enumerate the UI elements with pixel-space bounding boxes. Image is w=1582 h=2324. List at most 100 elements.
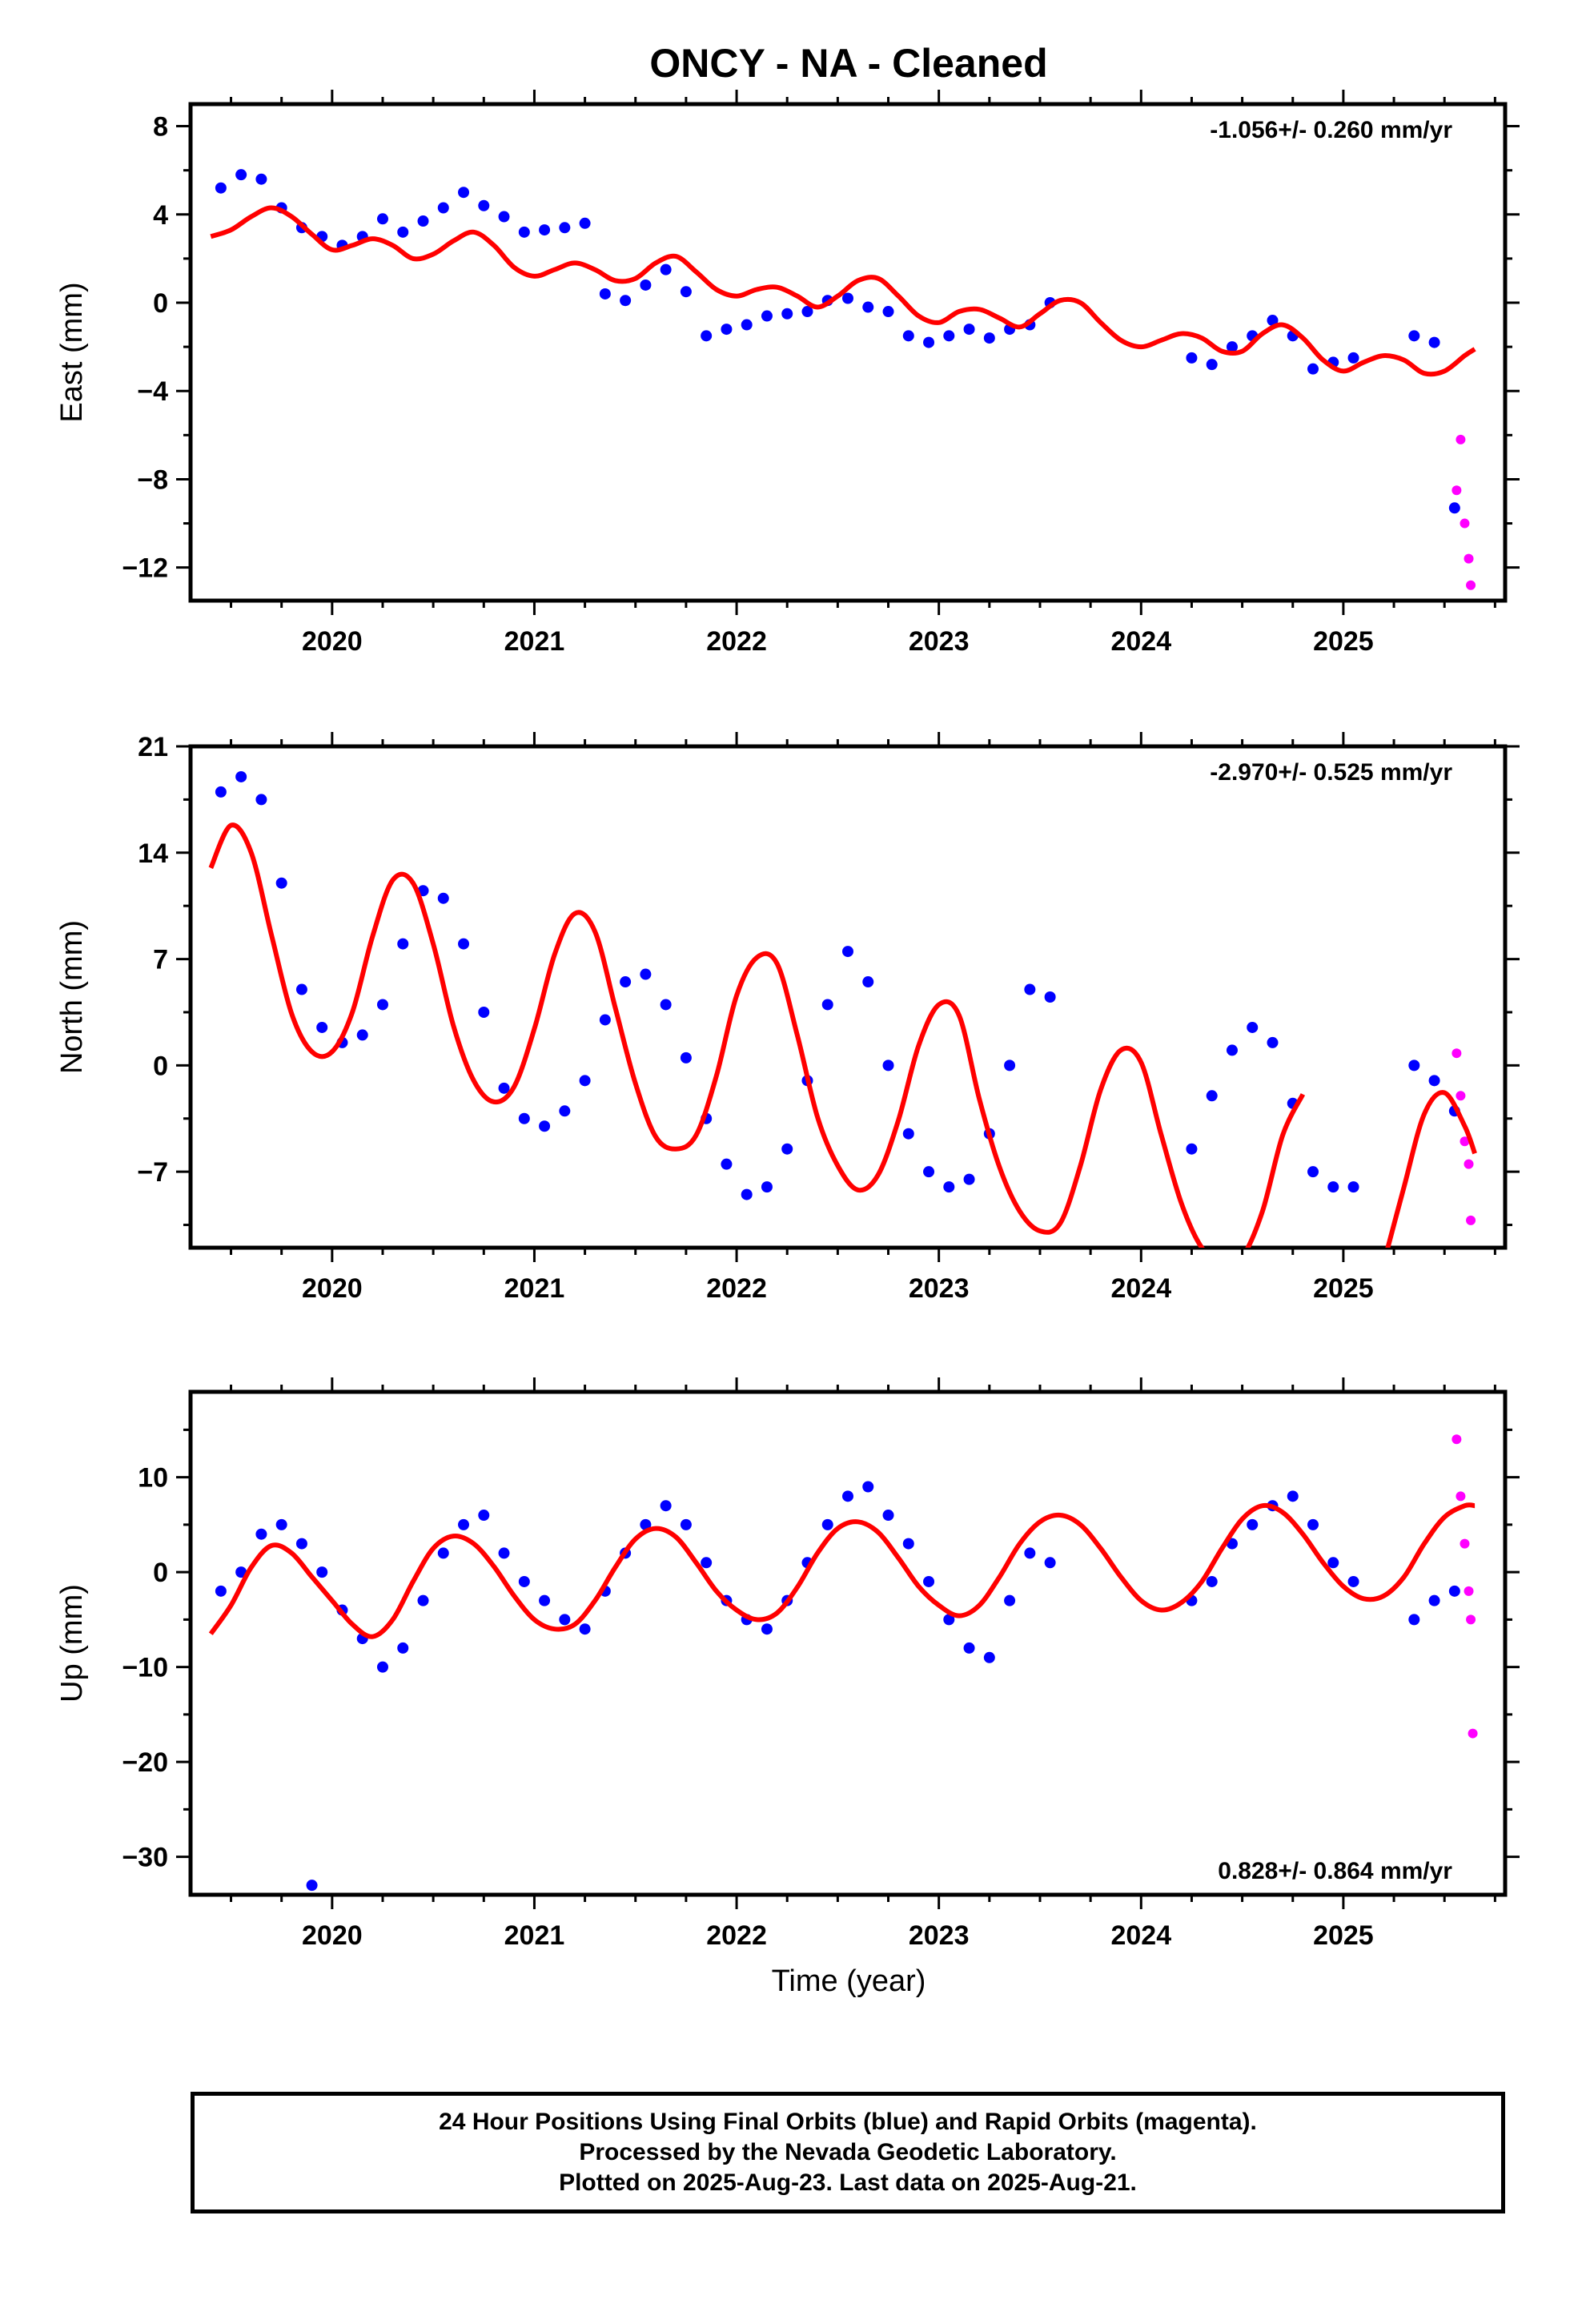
final-orbit-point: [1024, 983, 1036, 995]
x-tick-label: 2022: [706, 626, 767, 657]
rapid-orbit-point: [1464, 1159, 1474, 1169]
final-orbit-point: [478, 1510, 490, 1522]
x-tick-label: 2023: [909, 626, 970, 657]
final-orbit-point: [821, 1518, 833, 1530]
final-orbit-point: [539, 1120, 551, 1132]
rapid-orbit-point: [1456, 1491, 1466, 1502]
final-orbit-point: [1267, 315, 1279, 327]
x-tick-label: 2023: [909, 1920, 970, 1951]
rapid-orbit-point: [1456, 434, 1466, 444]
final-orbit-point: [458, 1518, 470, 1530]
final-orbit-point: [620, 295, 632, 307]
final-orbit-point: [1347, 1575, 1359, 1587]
final-orbit-point: [275, 1518, 287, 1530]
final-orbit-point: [943, 330, 955, 342]
final-orbit-point: [660, 263, 672, 275]
y-tick-label: −12: [122, 553, 168, 584]
y-tick-label: 7: [153, 945, 168, 975]
x-tick-label: 2023: [909, 1273, 970, 1304]
final-orbit-point: [741, 1188, 753, 1200]
y-tick-label: 21: [138, 732, 168, 762]
data-layer: [208, 770, 1477, 1248]
final-orbit-point: [902, 330, 914, 342]
final-orbit-point: [701, 330, 713, 342]
rate-label: -1.056+/- 0.260 mm/yr: [1210, 117, 1452, 143]
final-orbit-point: [295, 983, 307, 995]
final-orbit-point: [437, 202, 449, 214]
x-tick-label: 2020: [302, 626, 363, 657]
x-tick-label: 2022: [706, 1920, 767, 1951]
final-orbit-point: [255, 794, 267, 806]
final-orbit-point: [1307, 1166, 1319, 1178]
final-orbit-point: [842, 1490, 853, 1502]
final-orbit-point: [1044, 1557, 1056, 1569]
final-orbit-point: [1206, 1090, 1218, 1102]
final-orbit-point: [1307, 1518, 1319, 1530]
final-orbit-point: [882, 1510, 894, 1522]
final-orbit-point: [458, 938, 470, 950]
y-axis-label: East (mm): [55, 282, 89, 422]
model-curve: [208, 1502, 1476, 1639]
final-orbit-point: [215, 1585, 227, 1597]
final-orbit-point: [902, 1538, 914, 1550]
x-tick-label: 2020: [302, 1273, 363, 1304]
x-tick-label: 2024: [1110, 1273, 1171, 1304]
footer-line-1: 24 Hour Positions Using Final Orbits (bl…: [439, 2109, 1257, 2135]
plot-frame: [188, 102, 1508, 603]
y-tick-label: 14: [138, 838, 168, 869]
final-orbit-point: [1428, 1075, 1440, 1087]
x-tick-label: 2025: [1313, 1920, 1374, 1951]
final-orbit-point: [862, 301, 874, 313]
final-orbit-point: [498, 1547, 510, 1559]
final-orbit-point: [761, 1623, 773, 1635]
final-orbit-point: [1247, 1021, 1259, 1033]
final-orbit-point: [1226, 1044, 1238, 1056]
final-orbit-point: [579, 1623, 591, 1635]
x-axis-label: Time (year): [772, 1964, 926, 1998]
final-orbit-point: [923, 336, 935, 348]
rate-label: 0.828+/- 0.864 mm/yr: [1218, 1858, 1452, 1884]
final-orbit-point: [215, 786, 227, 798]
plot-frame: [188, 1389, 1508, 1897]
x-tick-label: 2025: [1313, 626, 1374, 657]
final-orbit-point: [882, 306, 894, 318]
final-orbit-point: [235, 1566, 247, 1578]
data-layer: [210, 169, 1476, 590]
final-orbit-point: [781, 1143, 793, 1155]
final-orbit-point: [842, 946, 853, 958]
y-axis-label: Up (mm): [55, 1584, 89, 1703]
model-curve: [208, 822, 1306, 1248]
final-orbit-point: [1004, 1594, 1016, 1606]
final-orbit-point: [417, 215, 429, 227]
x-tick-label: 2024: [1110, 1920, 1171, 1951]
y-tick-label: −20: [122, 1747, 168, 1778]
final-orbit-point: [1206, 359, 1218, 371]
final-orbit-point: [761, 310, 773, 322]
final-orbit-point: [559, 222, 571, 234]
rapid-orbit-point: [1468, 1728, 1478, 1739]
final-orbit-point: [1307, 363, 1319, 375]
final-orbit-point: [559, 1105, 571, 1117]
rapid-orbit-point: [1466, 1215, 1476, 1225]
x-tick-label: 2025: [1313, 1273, 1374, 1304]
final-orbit-point: [963, 1173, 975, 1185]
final-orbit-point: [498, 211, 510, 223]
final-orbit-point: [215, 182, 227, 194]
final-orbit-point: [1347, 352, 1359, 364]
final-orbit-point: [721, 324, 733, 336]
final-orbit-point: [518, 1575, 530, 1587]
rate-label: -2.970+/- 0.525 mm/yr: [1210, 759, 1452, 786]
figure-title: ONCY - NA - Cleaned: [649, 41, 1047, 86]
final-orbit-point: [1247, 1518, 1259, 1530]
final-orbit-point: [923, 1166, 935, 1178]
final-orbit-point: [417, 1594, 429, 1606]
final-orbit-point: [983, 332, 995, 344]
final-orbit-point: [518, 1112, 530, 1124]
y-tick-label: −10: [122, 1653, 168, 1683]
final-orbit-point: [275, 877, 287, 889]
final-orbit-point: [660, 1500, 672, 1512]
final-orbit-point: [316, 1021, 328, 1033]
final-orbit-point: [1327, 1181, 1339, 1193]
footer-box: 24 Hour Positions Using Final Orbits (bl…: [191, 2092, 1505, 2213]
